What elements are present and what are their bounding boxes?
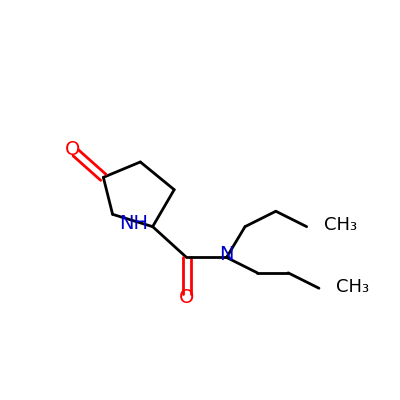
Text: CH₃: CH₃ [324,216,357,234]
Text: N: N [219,245,234,264]
Text: O: O [179,288,194,307]
Text: NH: NH [119,214,148,233]
Text: CH₃: CH₃ [336,278,369,296]
Text: O: O [65,140,80,159]
